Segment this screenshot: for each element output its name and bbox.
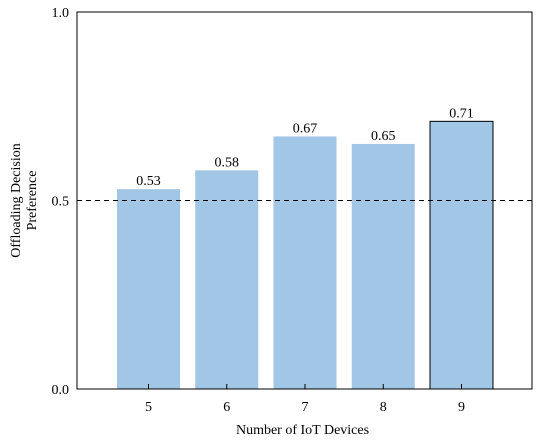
y-ticks-layer: 0.0 0.5 1.0 [52,6,82,398]
x-tick-label-9: 9 [458,400,465,415]
data-label-9: 0.71 [449,106,474,121]
data-label-6: 0.58 [215,155,240,170]
x-ticks-layer: 5 6 7 8 9 [145,384,465,415]
y-tick-label-0.0: 0.0 [52,383,70,398]
bar-5 [117,189,180,389]
x-tick-label-5: 5 [145,400,152,415]
data-labels-layer: 0.53 0.58 0.67 0.65 0.71 [136,106,474,189]
data-label-5: 0.53 [136,174,161,189]
x-tick-label-6: 6 [223,400,230,415]
bar-8 [351,143,415,389]
data-label-7: 0.67 [293,121,318,136]
y-tick-label-1.0: 1.0 [52,6,70,21]
bar-6 [195,170,259,389]
x-tick-label-8: 8 [380,400,387,415]
bars-layer [117,120,494,390]
bar-9 [429,120,494,390]
y-axis-label-line-1: Offloading Decision [9,143,24,257]
x-axis-label: Number of IoT Devices [236,423,369,438]
data-label-8: 0.65 [371,129,396,144]
y-tick-label-0.5: 0.5 [52,195,70,210]
x-tick-label-7: 7 [302,400,309,415]
y-axis-label-line-2: Preference [25,171,40,231]
bar-7 [273,136,337,389]
